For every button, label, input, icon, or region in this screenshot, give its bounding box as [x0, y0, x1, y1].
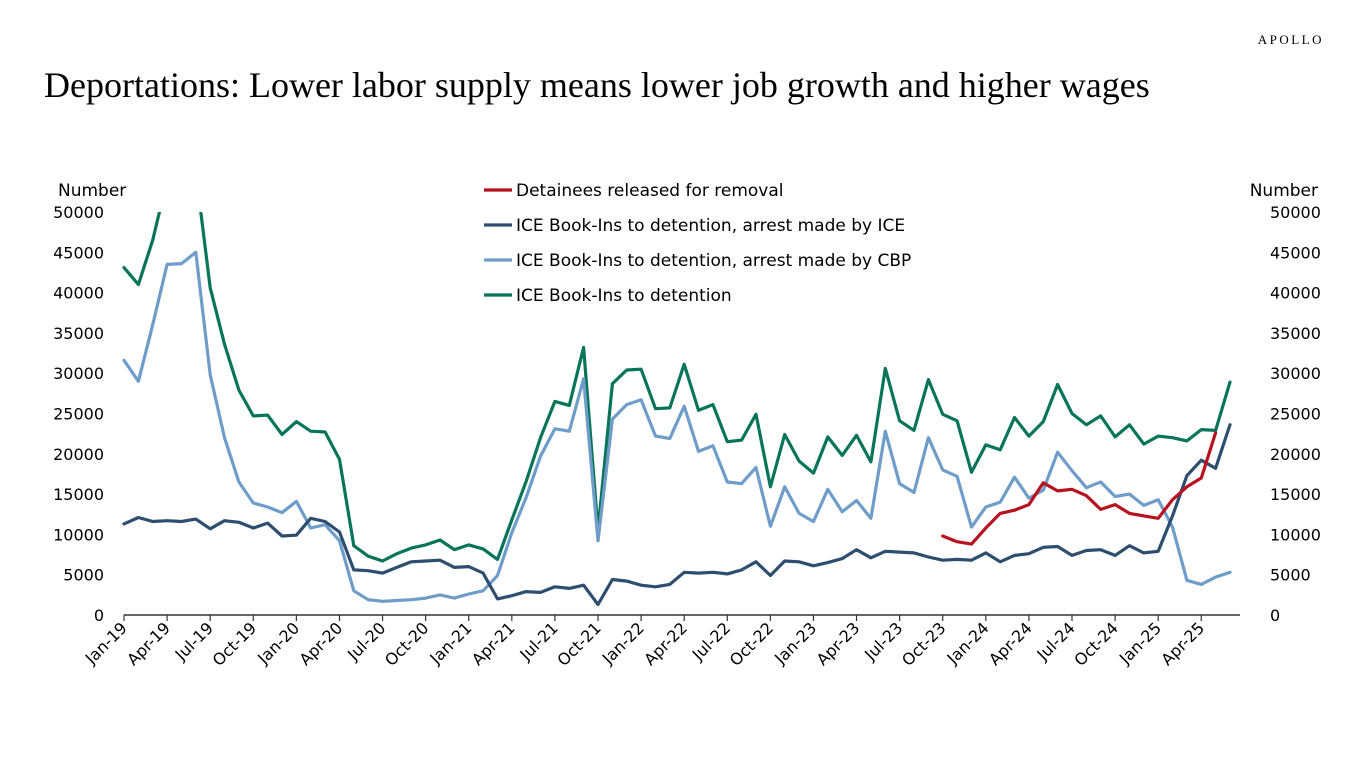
legend: Detainees released for removal ICE Book-I… — [484, 181, 911, 306]
x-tick-label: Apr-19 — [123, 618, 174, 669]
x-tick-label: Apr-22 — [640, 618, 691, 669]
x-tick-label: Apr-24 — [985, 618, 1036, 669]
y-tick-label-left: 5000 — [63, 566, 104, 585]
y-tick-label-left: 45000 — [53, 243, 104, 262]
series-line-3 — [122, 212, 1232, 563]
chart-title: Deportations: Lower labor supply means l… — [44, 65, 1150, 105]
legend-label: ICE Book-Ins to detention, arrest made b… — [516, 251, 911, 271]
legend-label: ICE Book-Ins to detention, arrest made b… — [516, 216, 905, 236]
legend-label: Detainees released for removal — [516, 181, 784, 201]
y-tick-label-right: 5000 — [1270, 566, 1311, 585]
x-tick-label: Apr-20 — [296, 618, 347, 669]
x-tick-label: Jan-25 — [1115, 618, 1165, 668]
legend-label: ICE Book-Ins to detention — [516, 286, 732, 306]
y-tick-label-right: 15000 — [1270, 485, 1321, 504]
apollo-logo: APOLLO — [1257, 32, 1324, 47]
x-tick-label: Apr-25 — [1157, 618, 1208, 669]
x-tick-label: Apr-21 — [468, 618, 519, 669]
x-tick-label: Jan-24 — [943, 618, 993, 668]
y-axis-label-right: Number — [1250, 181, 1318, 201]
x-tick-label: Oct-24 — [1070, 618, 1121, 669]
y-tick-label-right: 45000 — [1270, 243, 1321, 262]
x-tick-label: Jan-20 — [253, 618, 303, 668]
x-tick-label: Oct-22 — [726, 618, 777, 669]
y-tick-label-right: 30000 — [1270, 364, 1321, 383]
y-tick-label-left: 10000 — [53, 525, 104, 544]
y-tick-label-right: 10000 — [1270, 525, 1321, 544]
y-axis-label-left: Number — [58, 181, 126, 201]
x-tick-label: Oct-21 — [553, 618, 604, 669]
y-tick-label-left: 50000 — [53, 203, 104, 222]
y-tick-label-left: 0 — [94, 606, 104, 625]
x-tick-label: Jan-22 — [598, 618, 648, 668]
y-tick-label-left: 15000 — [53, 485, 104, 504]
x-tick-label: Oct-23 — [898, 618, 949, 669]
y-tick-label-right: 0 — [1270, 606, 1280, 625]
y-tick-label-left: 25000 — [53, 405, 104, 424]
y-tick-label-right: 40000 — [1270, 284, 1321, 303]
series-lines — [122, 212, 1232, 607]
y-tick-label-left: 40000 — [53, 284, 104, 303]
y-tick-label-right: 20000 — [1270, 445, 1321, 464]
y-tick-label-right: 50000 — [1270, 203, 1321, 222]
x-tick-label: Jan-23 — [770, 618, 820, 668]
series-line-0 — [941, 431, 1218, 546]
y-tick-label-right: 25000 — [1270, 405, 1321, 424]
y-tick-label-left: 30000 — [53, 364, 104, 383]
y-tick-label-left: 20000 — [53, 445, 104, 464]
x-tick-label: Apr-23 — [813, 618, 864, 669]
x-tick-label: Jan-21 — [425, 618, 475, 668]
x-tick-label: Oct-19 — [209, 618, 260, 669]
x-tick-label: Oct-20 — [381, 618, 432, 669]
y-tick-label-right: 35000 — [1270, 324, 1321, 343]
series-line-1 — [122, 423, 1232, 607]
y-tick-label-left: 35000 — [53, 324, 104, 343]
x-tick-label: Jan-19 — [81, 618, 131, 668]
